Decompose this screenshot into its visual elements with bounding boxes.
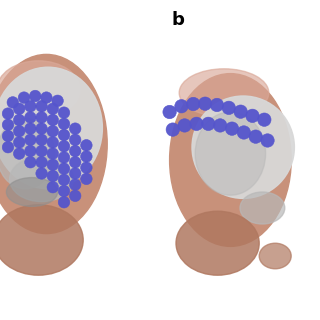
Circle shape — [47, 137, 59, 148]
Circle shape — [29, 90, 41, 102]
Circle shape — [2, 141, 14, 153]
Circle shape — [190, 117, 203, 131]
Circle shape — [187, 97, 200, 111]
Circle shape — [81, 162, 92, 173]
Circle shape — [58, 129, 70, 141]
Circle shape — [47, 103, 59, 115]
Circle shape — [47, 148, 59, 159]
Circle shape — [2, 119, 14, 131]
Circle shape — [7, 97, 19, 108]
Circle shape — [47, 181, 59, 193]
Circle shape — [81, 140, 92, 151]
Circle shape — [175, 100, 188, 113]
Circle shape — [13, 148, 25, 159]
Circle shape — [249, 130, 262, 143]
Circle shape — [213, 119, 227, 132]
Circle shape — [69, 123, 81, 134]
Circle shape — [69, 179, 81, 190]
Circle shape — [25, 112, 36, 123]
Circle shape — [69, 190, 81, 202]
Circle shape — [13, 114, 25, 126]
Circle shape — [25, 156, 36, 168]
Circle shape — [258, 113, 271, 126]
Circle shape — [36, 112, 47, 123]
Text: b: b — [171, 11, 184, 29]
Circle shape — [36, 134, 47, 146]
Circle shape — [36, 123, 47, 134]
Circle shape — [58, 152, 70, 163]
Circle shape — [202, 117, 215, 131]
Circle shape — [246, 109, 259, 123]
Ellipse shape — [259, 243, 291, 269]
Circle shape — [36, 100, 47, 112]
Circle shape — [210, 98, 224, 112]
Circle shape — [41, 92, 52, 103]
Ellipse shape — [192, 96, 294, 198]
Circle shape — [166, 123, 180, 136]
Circle shape — [25, 145, 36, 157]
Circle shape — [25, 100, 36, 112]
Circle shape — [18, 92, 30, 103]
Ellipse shape — [195, 112, 266, 195]
Circle shape — [36, 156, 47, 168]
Circle shape — [178, 119, 191, 132]
Circle shape — [198, 97, 212, 110]
Circle shape — [58, 118, 70, 130]
Circle shape — [36, 145, 47, 157]
Circle shape — [25, 134, 36, 146]
Circle shape — [25, 123, 36, 134]
Circle shape — [58, 174, 70, 186]
Circle shape — [81, 151, 92, 162]
Circle shape — [58, 140, 70, 152]
Circle shape — [2, 108, 14, 119]
Ellipse shape — [176, 211, 259, 275]
Circle shape — [47, 114, 59, 126]
Circle shape — [58, 196, 70, 208]
Circle shape — [13, 103, 25, 115]
Ellipse shape — [0, 61, 80, 118]
Circle shape — [69, 168, 81, 179]
Ellipse shape — [0, 118, 54, 189]
Ellipse shape — [240, 192, 285, 224]
Ellipse shape — [170, 74, 291, 246]
Circle shape — [69, 145, 81, 157]
Circle shape — [47, 125, 59, 137]
Circle shape — [58, 163, 70, 174]
Circle shape — [81, 173, 92, 185]
Circle shape — [261, 134, 274, 147]
Circle shape — [69, 156, 81, 168]
Circle shape — [36, 168, 47, 179]
Circle shape — [222, 101, 236, 115]
Circle shape — [163, 105, 176, 119]
Ellipse shape — [0, 54, 107, 234]
Circle shape — [225, 122, 239, 135]
Ellipse shape — [6, 178, 58, 206]
Ellipse shape — [179, 69, 269, 117]
Ellipse shape — [10, 157, 74, 202]
Circle shape — [237, 126, 251, 139]
Circle shape — [13, 125, 25, 137]
Circle shape — [58, 107, 70, 118]
Circle shape — [13, 137, 25, 148]
Circle shape — [234, 105, 247, 118]
Ellipse shape — [0, 67, 102, 189]
Circle shape — [58, 185, 70, 197]
Circle shape — [47, 170, 59, 182]
Circle shape — [47, 159, 59, 171]
Circle shape — [2, 130, 14, 142]
Ellipse shape — [0, 205, 83, 275]
Circle shape — [52, 95, 63, 107]
Circle shape — [69, 134, 81, 146]
